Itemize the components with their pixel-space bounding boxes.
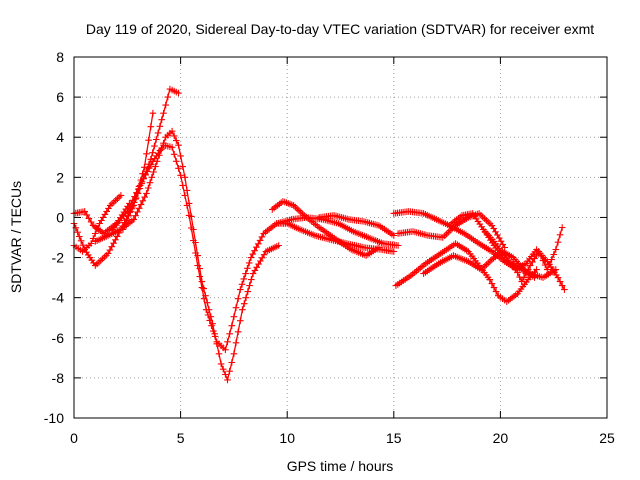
data-point-markers [392,240,540,305]
axis-ticks: 0 5 10 15 20 25 -10 -8 -6 -4 -2 0 2 4 6 8 [44,49,615,446]
y-tick-label: 2 [56,169,64,185]
y-tick-label: -6 [52,330,65,346]
y-tick-label: -8 [52,370,65,386]
series-sat-9 [315,212,398,239]
data-point-markers [394,210,508,251]
x-tick-label: 25 [599,430,615,446]
y-axis-label: SDTVAR / TECUs [8,181,24,293]
series-sat-6 [109,141,398,354]
series-sat-5 [92,127,282,384]
data-point-markers [273,214,402,249]
y-tick-label: -4 [52,290,65,306]
data-point-markers [509,224,566,285]
y-tick-label: 6 [56,89,64,105]
x-tick-label: 0 [70,430,78,446]
series-sat-15 [480,226,568,293]
data-series [70,85,568,384]
series-sat-16 [509,224,566,285]
x-tick-label: 15 [386,430,402,446]
series-sat-11 [394,210,508,251]
x-tick-label: 20 [493,430,509,446]
x-tick-label: 5 [177,430,185,446]
y-tick-label: 4 [56,129,64,145]
data-point-markers [92,127,282,384]
y-tick-label: 0 [56,209,64,225]
y-tick-label: 8 [56,49,64,65]
series-sat-8 [273,214,402,249]
x-axis-label: GPS time / hours [287,458,394,474]
plot-frame [73,56,608,419]
y-tick-label: -2 [52,250,65,266]
chart-title: Day 119 of 2020, Sidereal Day-to-day VTE… [86,21,594,37]
x-tick-label: 10 [279,430,295,446]
y-tick-label: -10 [44,410,64,426]
data-point-markers [109,141,398,354]
data-point-markers [315,212,398,239]
data-point-markers [480,226,568,293]
series-sat-7 [269,198,383,259]
